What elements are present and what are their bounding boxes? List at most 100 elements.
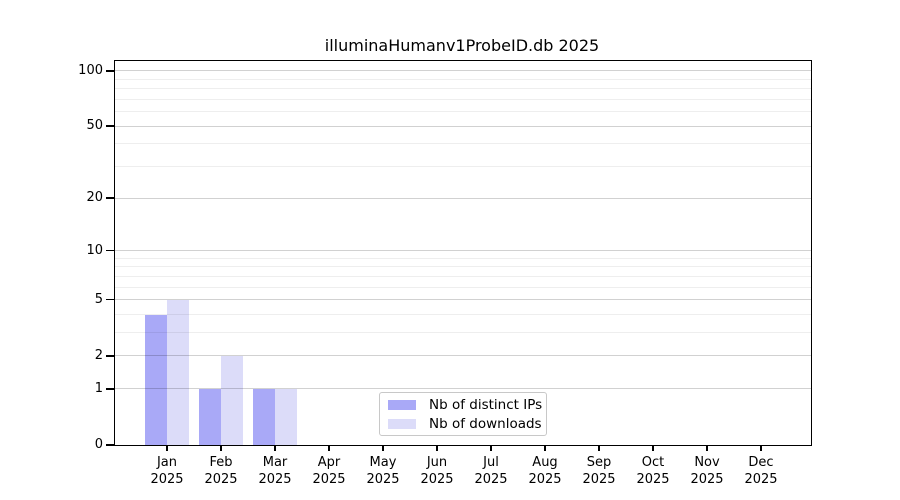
x-tick-year: 2025 bbox=[312, 472, 346, 487]
x-tick-label: May 2025 bbox=[351, 454, 415, 488]
x-tick-label: Mar 2025 bbox=[243, 454, 307, 488]
x-tick-month: Dec bbox=[748, 455, 774, 470]
legend-swatch-downloads-icon bbox=[388, 418, 416, 429]
x-tick-year: 2025 bbox=[366, 472, 400, 487]
y-tick-label: 20 bbox=[86, 190, 103, 206]
minor-gridline bbox=[115, 78, 811, 80]
x-tick-year: 2025 bbox=[258, 472, 292, 487]
x-tick-month: Jan bbox=[156, 455, 178, 470]
x-tick-month: Feb bbox=[209, 455, 233, 470]
x-tick-mark bbox=[598, 445, 600, 451]
legend-label-downloads: Nb of downloads bbox=[429, 415, 542, 432]
y-tick-label: 5 bbox=[94, 291, 103, 307]
legend: Nb of distinct IPs Nb of downloads bbox=[379, 392, 547, 436]
x-tick-year: 2025 bbox=[474, 472, 508, 487]
y-tick-mark bbox=[106, 125, 114, 127]
bars-layer bbox=[115, 61, 811, 445]
x-tick-year: 2025 bbox=[582, 472, 616, 487]
minor-gridline bbox=[115, 88, 811, 90]
x-tick-mark bbox=[436, 445, 438, 451]
y-tick-mark bbox=[106, 444, 114, 446]
x-tick-year: 2025 bbox=[528, 472, 562, 487]
x-tick-month: Mar bbox=[262, 455, 288, 470]
x-tick-month: Jul bbox=[483, 455, 499, 470]
bar-feb-downloads bbox=[221, 355, 243, 445]
axis-layer: 0 1 2 5 10 20 50 100 Jan 2025 Feb 2025 Mar 2025 Apr 202… bbox=[78, 61, 811, 487]
x-tick-mark bbox=[544, 445, 546, 451]
x-tick-mark bbox=[328, 445, 330, 451]
minor-gridline bbox=[115, 257, 811, 259]
x-tick-label: Jan 2025 bbox=[135, 454, 199, 488]
major-gridline bbox=[115, 197, 811, 199]
legend-swatch-distinct-ips-icon bbox=[388, 399, 416, 410]
minor-gridline bbox=[115, 332, 811, 334]
plot-area: 0 1 2 5 10 20 50 100 Jan 2025 Feb 2025 Mar 2025 Apr 202… bbox=[78, 60, 812, 487]
major-gridline bbox=[115, 250, 811, 252]
bar-jan-downloads bbox=[167, 299, 189, 445]
x-tick-year: 2025 bbox=[744, 472, 778, 487]
minor-gridline bbox=[115, 166, 811, 168]
bar-mar-downloads bbox=[275, 388, 297, 445]
x-tick-label: Dec 2025 bbox=[729, 454, 793, 488]
x-tick-label: Feb 2025 bbox=[189, 454, 253, 488]
x-tick-mark bbox=[490, 445, 492, 451]
minor-gridline bbox=[115, 286, 811, 288]
y-tick-label: 0 bbox=[94, 437, 103, 452]
minor-gridline bbox=[115, 275, 811, 277]
x-tick-year: 2025 bbox=[150, 472, 184, 487]
x-tick-mark bbox=[760, 445, 762, 451]
bar-mar-distinct-ips bbox=[253, 388, 275, 445]
x-tick-year: 2025 bbox=[636, 472, 670, 487]
x-tick-label: Sep 2025 bbox=[567, 454, 631, 488]
x-tick-mark bbox=[166, 445, 168, 451]
y-tick-mark bbox=[106, 249, 114, 252]
x-tick-month: Nov bbox=[694, 455, 720, 470]
x-tick-mark bbox=[382, 445, 384, 451]
x-tick-label: Oct 2025 bbox=[621, 454, 685, 488]
x-tick-mark bbox=[706, 445, 708, 451]
major-gridline bbox=[115, 125, 811, 127]
y-tick-mark bbox=[106, 298, 114, 301]
y-tick-mark bbox=[106, 388, 114, 390]
minor-gridline bbox=[115, 98, 811, 100]
y-tick-label: 2 bbox=[94, 347, 103, 363]
x-tick-mark bbox=[220, 445, 222, 451]
minor-gridline bbox=[115, 314, 811, 315]
minor-gridline bbox=[115, 143, 811, 145]
bar-jan-distinct-ips bbox=[145, 314, 167, 445]
major-gridline bbox=[115, 70, 811, 72]
x-tick-year: 2025 bbox=[690, 472, 724, 487]
y-tick-mark bbox=[106, 197, 114, 199]
x-tick-year: 2025 bbox=[204, 472, 238, 487]
major-gridline bbox=[115, 299, 811, 301]
x-tick-mark bbox=[274, 445, 276, 451]
x-tick-month: Jun bbox=[426, 455, 448, 470]
legend-label-distinct-ips: Nb of distinct IPs bbox=[429, 396, 543, 413]
legend-row-distinct-ips: Nb of distinct IPs bbox=[388, 397, 546, 413]
x-tick-label: Nov 2025 bbox=[675, 454, 739, 488]
x-tick-month: May bbox=[369, 455, 397, 470]
y-tick-mark bbox=[106, 70, 114, 72]
x-tick-label: Jun 2025 bbox=[405, 454, 469, 488]
y-tick-label: 50 bbox=[86, 118, 103, 134]
y-tick-label: 100 bbox=[78, 62, 103, 78]
y-tick-mark bbox=[106, 355, 114, 357]
major-gridline bbox=[115, 355, 811, 357]
legend-row-downloads: Nb of downloads bbox=[388, 416, 546, 432]
x-tick-month: Sep bbox=[586, 455, 612, 470]
x-tick-label: Aug 2025 bbox=[513, 454, 577, 488]
y-tick-label: 10 bbox=[86, 242, 103, 258]
y-tick-label: 1 bbox=[94, 380, 103, 396]
minor-gridline bbox=[115, 111, 811, 113]
minor-gridline bbox=[115, 266, 811, 268]
chart-title: illuminaHumanv1ProbeID.db 2025 bbox=[324, 36, 600, 55]
x-tick-month: Apr bbox=[317, 455, 341, 470]
x-tick-month: Aug bbox=[532, 455, 558, 470]
x-tick-month: Oct bbox=[641, 455, 665, 470]
grid-layer bbox=[115, 61, 811, 445]
bar-feb-distinct-ips bbox=[199, 388, 221, 445]
x-tick-label: Jul 2025 bbox=[459, 454, 523, 488]
major-gridline bbox=[115, 388, 811, 390]
x-tick-year: 2025 bbox=[420, 472, 454, 487]
x-tick-label: Apr 2025 bbox=[297, 454, 361, 488]
